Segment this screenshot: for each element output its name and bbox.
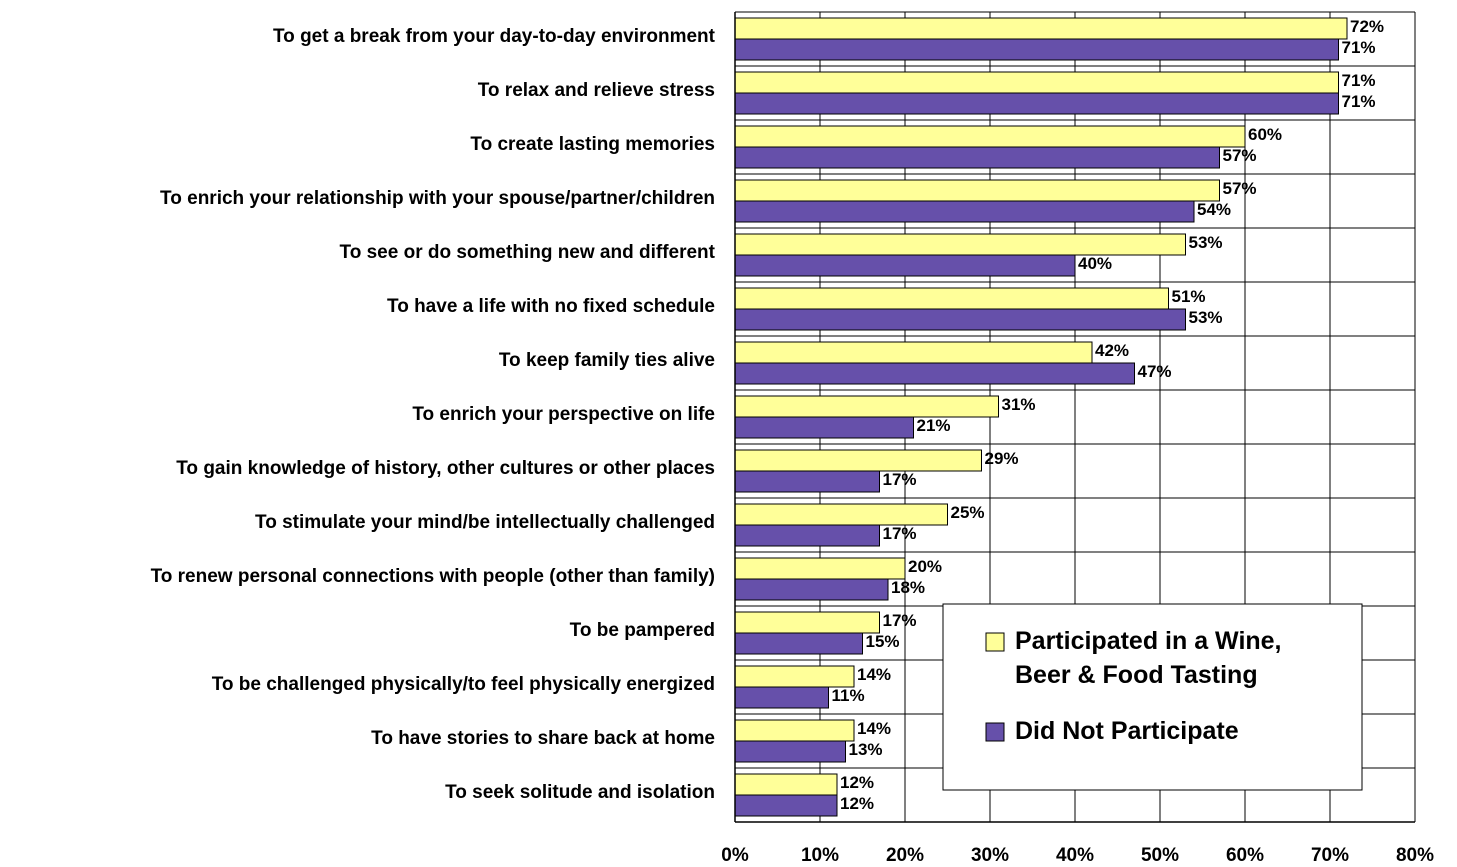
category-label: To relax and relieve stress (478, 80, 715, 101)
value-label: 71% (1342, 92, 1376, 111)
legend-label: Participated in a Wine, Beer & Food Tasti… (1015, 627, 1282, 689)
bar (734, 146, 1220, 169)
x-tick-label: 70% (1311, 845, 1349, 866)
legend-line: Did Not Participate (1015, 717, 1239, 745)
value-label: 72% (1350, 17, 1384, 36)
category-label: To be challenged physically/to feel phys… (212, 674, 715, 695)
bar (734, 524, 880, 547)
category-label: To get a break from your day-to-day envi… (273, 26, 716, 47)
value-label: 71% (1342, 71, 1376, 90)
bar (734, 71, 1339, 94)
bar (734, 557, 906, 580)
bar (734, 125, 1246, 148)
category-label: To enrich your relationship with your sp… (160, 188, 715, 209)
category-label: To enrich your perspective on life (412, 404, 715, 425)
x-tick-label: 10% (801, 845, 839, 866)
value-label: 31% (1002, 395, 1036, 414)
value-label: 11% (832, 686, 865, 705)
bar (734, 341, 1093, 364)
bar (734, 233, 1186, 256)
category-label: To stimulate your mind/be intellectually… (255, 512, 715, 533)
value-label: 53% (1189, 233, 1223, 252)
value-label: 17% (883, 524, 917, 543)
value-label: 18% (891, 578, 925, 597)
x-tick-label: 60% (1226, 845, 1264, 866)
value-label: 60% (1248, 125, 1282, 144)
value-label: 53% (1189, 308, 1223, 327)
bar (734, 611, 880, 634)
bar (734, 287, 1169, 310)
value-label: 21% (917, 416, 951, 435)
value-label: 40% (1078, 254, 1112, 273)
bar (734, 794, 838, 817)
category-label: To see or do something new and different (340, 242, 716, 263)
category-label: To be pampered (570, 620, 715, 641)
category-label: To renew personal connections with peopl… (151, 566, 715, 587)
bar (734, 362, 1135, 385)
x-tick-label: 80% (1396, 845, 1434, 866)
legend-line: Beer & Food Tasting (1015, 661, 1258, 689)
bar (734, 665, 855, 688)
legend-line: Participated in a Wine, (1015, 627, 1282, 655)
legend-label: Did Not Participate (1015, 717, 1239, 745)
category-label: To seek solitude and isolation (445, 782, 715, 803)
legend-box (942, 603, 1363, 791)
value-label: 51% (1172, 287, 1206, 306)
x-tick-label: 20% (886, 845, 924, 866)
category-label: To keep family ties alive (499, 350, 715, 371)
x-tick-label: 0% (721, 845, 749, 866)
x-tick-label: 50% (1141, 845, 1179, 866)
bar (734, 308, 1186, 331)
value-label: 17% (883, 611, 917, 630)
value-label: 12% (840, 794, 874, 813)
value-label: 17% (883, 470, 917, 489)
bar (734, 416, 914, 439)
bar (734, 773, 838, 796)
value-label: 15% (866, 632, 900, 651)
bar (734, 92, 1339, 115)
value-label: 47% (1138, 362, 1172, 381)
bar (734, 254, 1076, 277)
value-label: 20% (908, 557, 942, 576)
bar (734, 200, 1195, 223)
value-label: 29% (985, 449, 1019, 468)
bar (734, 719, 855, 742)
value-label: 14% (857, 665, 891, 684)
value-label: 54% (1197, 200, 1231, 219)
x-tick-label: 40% (1056, 845, 1094, 866)
value-label: 57% (1223, 146, 1257, 165)
bar (734, 740, 846, 763)
value-label: 14% (857, 719, 891, 738)
category-label: To have stories to share back at home (371, 728, 715, 749)
value-label: 57% (1223, 179, 1257, 198)
bar (734, 395, 999, 418)
bar (734, 632, 863, 655)
value-label: 42% (1095, 341, 1129, 360)
bar (734, 449, 982, 472)
category-label: To gain knowledge of history, other cult… (176, 458, 715, 479)
value-label: 13% (849, 740, 883, 759)
bar (734, 686, 829, 709)
bar (734, 179, 1220, 202)
category-label: To create lasting memories (470, 134, 715, 155)
value-label: 71% (1342, 38, 1376, 57)
bar (734, 38, 1339, 61)
bar (734, 503, 948, 526)
bar (734, 470, 880, 493)
legend-swatch (985, 632, 1005, 652)
value-label: 12% (840, 773, 874, 792)
bar (734, 17, 1348, 40)
legend-swatch (985, 722, 1005, 742)
x-tick-label: 30% (971, 845, 1009, 866)
category-label: To have a life with no fixed schedule (387, 296, 715, 317)
bar (734, 578, 889, 601)
value-label: 25% (951, 503, 985, 522)
